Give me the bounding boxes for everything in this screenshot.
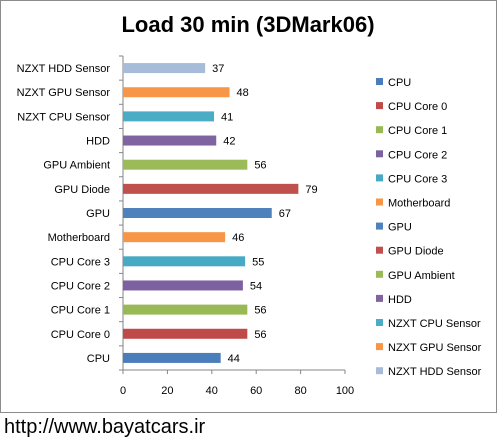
legend-label: NZXT GPU Sensor bbox=[388, 342, 482, 354]
bar bbox=[123, 304, 248, 315]
legend: CPU CPU Core 0 CPU Core 1 CPU Core 2 CPU Cor… bbox=[376, 77, 482, 378]
footer-url: http://www.bayatcars.ir bbox=[4, 416, 206, 438]
category-label: CPU Core 1 bbox=[51, 305, 110, 317]
category-label: Motherboard bbox=[48, 232, 110, 244]
category-label: NZXT CPU Sensor bbox=[17, 111, 110, 123]
plot-area: 0 20 40 60 80 100 CPU 44 CPU Core 0 56 CPU Core 1 5… bbox=[17, 55, 354, 397]
bar bbox=[123, 328, 248, 339]
legend-label: CPU bbox=[388, 77, 411, 89]
legend-label: NZXT CPU Sensor bbox=[388, 318, 481, 330]
legend-swatch bbox=[376, 102, 383, 110]
x-tick-label: 80 bbox=[294, 385, 306, 397]
data-label: 44 bbox=[228, 353, 240, 365]
x-tick-label: 20 bbox=[161, 385, 173, 397]
legend-label: Motherboard bbox=[388, 198, 450, 210]
chart-frame bbox=[0, 0, 497, 413]
bar bbox=[123, 256, 246, 267]
bar bbox=[123, 135, 217, 146]
legend-swatch bbox=[376, 78, 383, 85]
legend-swatch bbox=[376, 246, 383, 254]
bar bbox=[123, 232, 226, 243]
data-label: 48 bbox=[237, 87, 249, 99]
legend-label: GPU bbox=[388, 222, 412, 234]
data-label: 54 bbox=[250, 280, 262, 292]
bar bbox=[123, 183, 299, 194]
data-label: 79 bbox=[305, 184, 317, 196]
legend-swatch bbox=[376, 198, 383, 206]
data-label: 67 bbox=[279, 208, 291, 220]
category-label: GPU Diode bbox=[54, 184, 110, 196]
data-label: 56 bbox=[254, 305, 266, 317]
legend-swatch bbox=[376, 343, 383, 351]
category-label: CPU Core 0 bbox=[51, 329, 110, 341]
category-label: NZXT HDD Sensor bbox=[17, 63, 111, 75]
x-tick-label: 100 bbox=[336, 385, 354, 397]
category-label: GPU bbox=[86, 208, 110, 220]
category-label: NZXT GPU Sensor bbox=[17, 87, 111, 99]
legend-label: CPU Core 0 bbox=[388, 101, 447, 113]
legend-label: CPU Core 2 bbox=[388, 149, 447, 161]
legend-label: HDD bbox=[388, 294, 412, 306]
bar bbox=[123, 280, 243, 291]
bar bbox=[123, 87, 230, 98]
legend-swatch bbox=[376, 126, 383, 134]
data-label: 42 bbox=[223, 136, 235, 148]
category-label: GPU Ambient bbox=[43, 160, 110, 172]
bar-chart: Load 30 min (3DMark06) 0 20 40 60 80 100 CPU 44… bbox=[17, 12, 482, 397]
category-label: HDD bbox=[86, 136, 110, 148]
category-label: CPU Core 3 bbox=[51, 256, 110, 268]
bar bbox=[123, 63, 206, 74]
bar bbox=[123, 159, 248, 170]
data-label: 56 bbox=[254, 329, 266, 341]
category-label: CPU Core 2 bbox=[51, 280, 110, 292]
data-label: 46 bbox=[232, 232, 244, 244]
legend-swatch bbox=[376, 150, 383, 158]
legend-swatch bbox=[376, 270, 383, 278]
bar bbox=[123, 352, 221, 363]
legend-label: CPU Core 3 bbox=[388, 173, 447, 185]
legend-swatch bbox=[376, 222, 383, 230]
bar bbox=[123, 208, 272, 218]
legend-label: GPU Diode bbox=[388, 246, 444, 258]
x-tick-label: 60 bbox=[250, 385, 262, 397]
data-label: 41 bbox=[221, 111, 233, 123]
chart-title: Load 30 min (3DMark06) bbox=[121, 12, 374, 37]
legend-label: CPU Core 1 bbox=[388, 125, 447, 137]
data-label: 37 bbox=[212, 63, 224, 75]
legend-label: NZXT HDD Sensor bbox=[388, 366, 482, 378]
data-label: 56 bbox=[254, 160, 266, 172]
legend-swatch bbox=[376, 294, 383, 302]
bar bbox=[123, 111, 215, 122]
legend-swatch bbox=[376, 174, 383, 182]
legend-swatch bbox=[376, 319, 383, 326]
data-label: 55 bbox=[252, 256, 264, 268]
x-tick-label: 40 bbox=[206, 385, 218, 397]
legend-label: GPU Ambient bbox=[388, 270, 455, 282]
legend-swatch bbox=[376, 367, 383, 375]
category-label: CPU bbox=[87, 353, 110, 365]
x-tick-label: 0 bbox=[120, 385, 126, 397]
